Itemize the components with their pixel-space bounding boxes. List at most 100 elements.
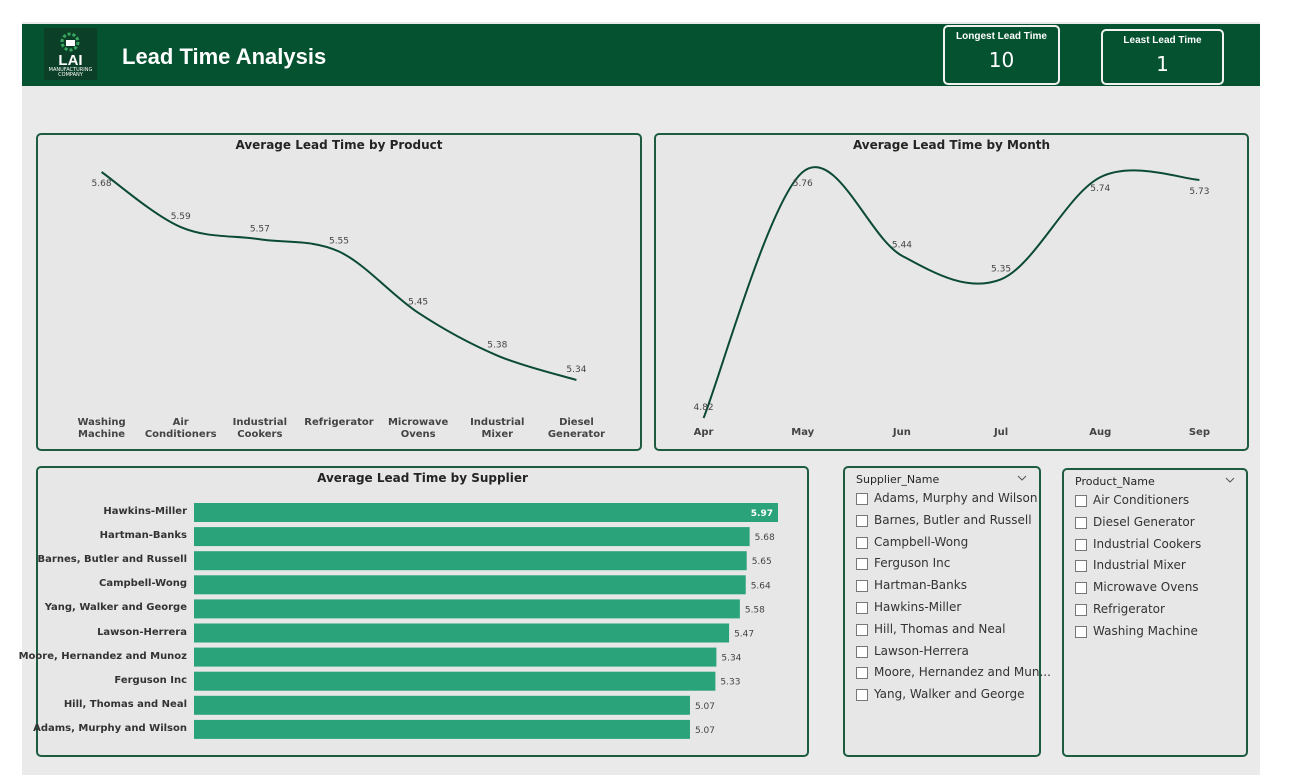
checkbox[interactable]	[856, 558, 868, 571]
data-label: 5.97	[751, 509, 773, 519]
kpi-label: Longest Lead Time	[956, 31, 1047, 42]
slicer-item[interactable]: Diesel Generator	[1093, 514, 1195, 529]
slicer-title: Product_Name	[1075, 475, 1155, 488]
checkbox[interactable]	[1075, 538, 1087, 551]
x-tick-label: Jun	[892, 427, 911, 438]
checkbox[interactable]	[1075, 560, 1087, 573]
data-label: 5.73	[1189, 187, 1209, 197]
data-label: 5.45	[408, 298, 428, 308]
slicer-card[interactable]	[843, 466, 1041, 757]
data-label: 5.58	[745, 605, 765, 615]
kpi-label: Least Lead Time	[1123, 35, 1202, 46]
slicer-item[interactable]: Hawkins-Miller	[874, 600, 962, 614]
y-tick-label: Moore, Hernandez and Munoz	[18, 650, 187, 662]
slicer-item[interactable]: Moore, Hernandez and Mun...	[874, 665, 1051, 680]
bar	[194, 719, 690, 739]
data-label: 5.07	[695, 702, 715, 712]
checkbox[interactable]	[856, 514, 868, 527]
y-tick-label: Adams, Murphy and Wilson	[33, 722, 187, 734]
chart-card	[36, 133, 642, 451]
data-label: 5.33	[720, 678, 740, 688]
y-tick-label: Barnes, Butler and Russell	[37, 554, 187, 566]
bar	[194, 503, 778, 522]
slicer-item[interactable]: Adams, Murphy and Wilson	[874, 491, 1038, 505]
data-label: 5.55	[329, 237, 349, 247]
y-tick-label: Lawson-Herrera	[97, 626, 187, 638]
x-tick-label: Jul	[993, 427, 1009, 438]
bar	[194, 527, 750, 547]
y-tick-label: Hartman-Banks	[99, 530, 187, 542]
slicer-item[interactable]: Hill, Thomas and Neal	[874, 621, 1006, 636]
checkbox[interactable]	[1075, 516, 1087, 529]
checkbox[interactable]	[856, 667, 868, 680]
data-label: 5.74	[1090, 184, 1110, 194]
checkbox[interactable]	[856, 623, 868, 636]
chart-title: Average Lead Time by Month	[852, 138, 1051, 152]
header-bar	[22, 24, 1260, 86]
checkbox[interactable]	[856, 689, 868, 702]
slicer-item[interactable]: Air Conditioners	[1093, 493, 1190, 507]
checkbox[interactable]	[856, 645, 868, 658]
data-label: 5.47	[734, 630, 754, 640]
checkbox[interactable]	[1075, 582, 1087, 595]
chart-title: Average Lead Time by Supplier	[317, 471, 528, 485]
chart-title: Average Lead Time by Product	[235, 138, 443, 152]
chart-card	[654, 133, 1249, 451]
chevron	[1017, 475, 1027, 481]
line	[702, 166, 1200, 419]
slicer-item[interactable]: Refrigerator	[1093, 602, 1165, 616]
data-label: 5.68	[755, 533, 775, 543]
logo-text: LAI	[58, 52, 83, 69]
data-label: 5.59	[171, 212, 191, 222]
checkbox[interactable]	[856, 536, 868, 549]
checkbox[interactable]	[1075, 625, 1087, 638]
logo-gear	[60, 32, 80, 52]
bar	[194, 623, 730, 643]
slicer-item[interactable]: Microwave Ovens	[1093, 580, 1199, 595]
x-tick-label: Diesel Generator	[547, 417, 605, 440]
checkbox[interactable]	[1075, 604, 1087, 616]
slicer-item[interactable]: Washing Machine	[1093, 623, 1198, 638]
bar	[194, 671, 716, 691]
bar	[194, 695, 690, 715]
slicer-title: Supplier_Name	[856, 473, 940, 486]
slicer-item[interactable]: Lawson-Herrera	[874, 643, 969, 658]
data-label: 5.44	[892, 241, 912, 251]
x-tick-label: Air Conditioners	[144, 417, 217, 440]
slicer-item[interactable]: Ferguson Inc	[874, 556, 951, 571]
kpi-value: 10	[988, 48, 1015, 72]
data-label: 5.64	[751, 581, 771, 591]
bar	[194, 599, 740, 619]
x-tick-label: Apr	[693, 427, 714, 438]
data-label: 5.65	[752, 557, 772, 567]
chevron	[1225, 477, 1235, 483]
x-tick-label: May	[791, 427, 815, 438]
data-label: 5.68	[92, 179, 112, 189]
logo-subtext: MANUFACTURING COMPANY	[48, 67, 93, 78]
y-tick-label: Hill, Thomas and Neal	[63, 698, 187, 710]
checkbox[interactable]	[856, 493, 868, 505]
x-tick-label: Aug	[1089, 427, 1112, 438]
kpi-value: 1	[1156, 52, 1169, 76]
checkbox[interactable]	[856, 602, 868, 614]
slicer-item[interactable]: Hartman-Banks	[874, 578, 967, 593]
slicer-item[interactable]: Industrial Cookers	[1093, 536, 1202, 551]
dashboard-title: Lead Time Analysis	[122, 44, 327, 69]
checkbox[interactable]	[856, 580, 868, 593]
x-tick-label: Refrigerator	[304, 417, 374, 428]
bar	[194, 647, 717, 667]
slicer-item[interactable]: Yang, Walker and George	[874, 687, 1025, 702]
bar	[194, 575, 746, 595]
slicer-item[interactable]: Barnes, Butler and Russell	[874, 512, 1032, 527]
x-tick-label: Industrial Cookers	[232, 417, 288, 440]
checkbox[interactable]	[1075, 495, 1087, 507]
slicer-card[interactable]	[1062, 468, 1248, 757]
slicer-item[interactable]: Industrial Mixer	[1093, 558, 1186, 573]
y-tick-label: Ferguson Inc	[114, 674, 187, 686]
data-label: 5.34	[721, 654, 741, 664]
x-tick-label: Sep	[1188, 427, 1210, 438]
data-label: 5.57	[250, 224, 270, 234]
slicer-item[interactable]: Campbell-Wong	[874, 534, 969, 549]
y-tick-label: Hawkins-Miller	[103, 506, 187, 517]
